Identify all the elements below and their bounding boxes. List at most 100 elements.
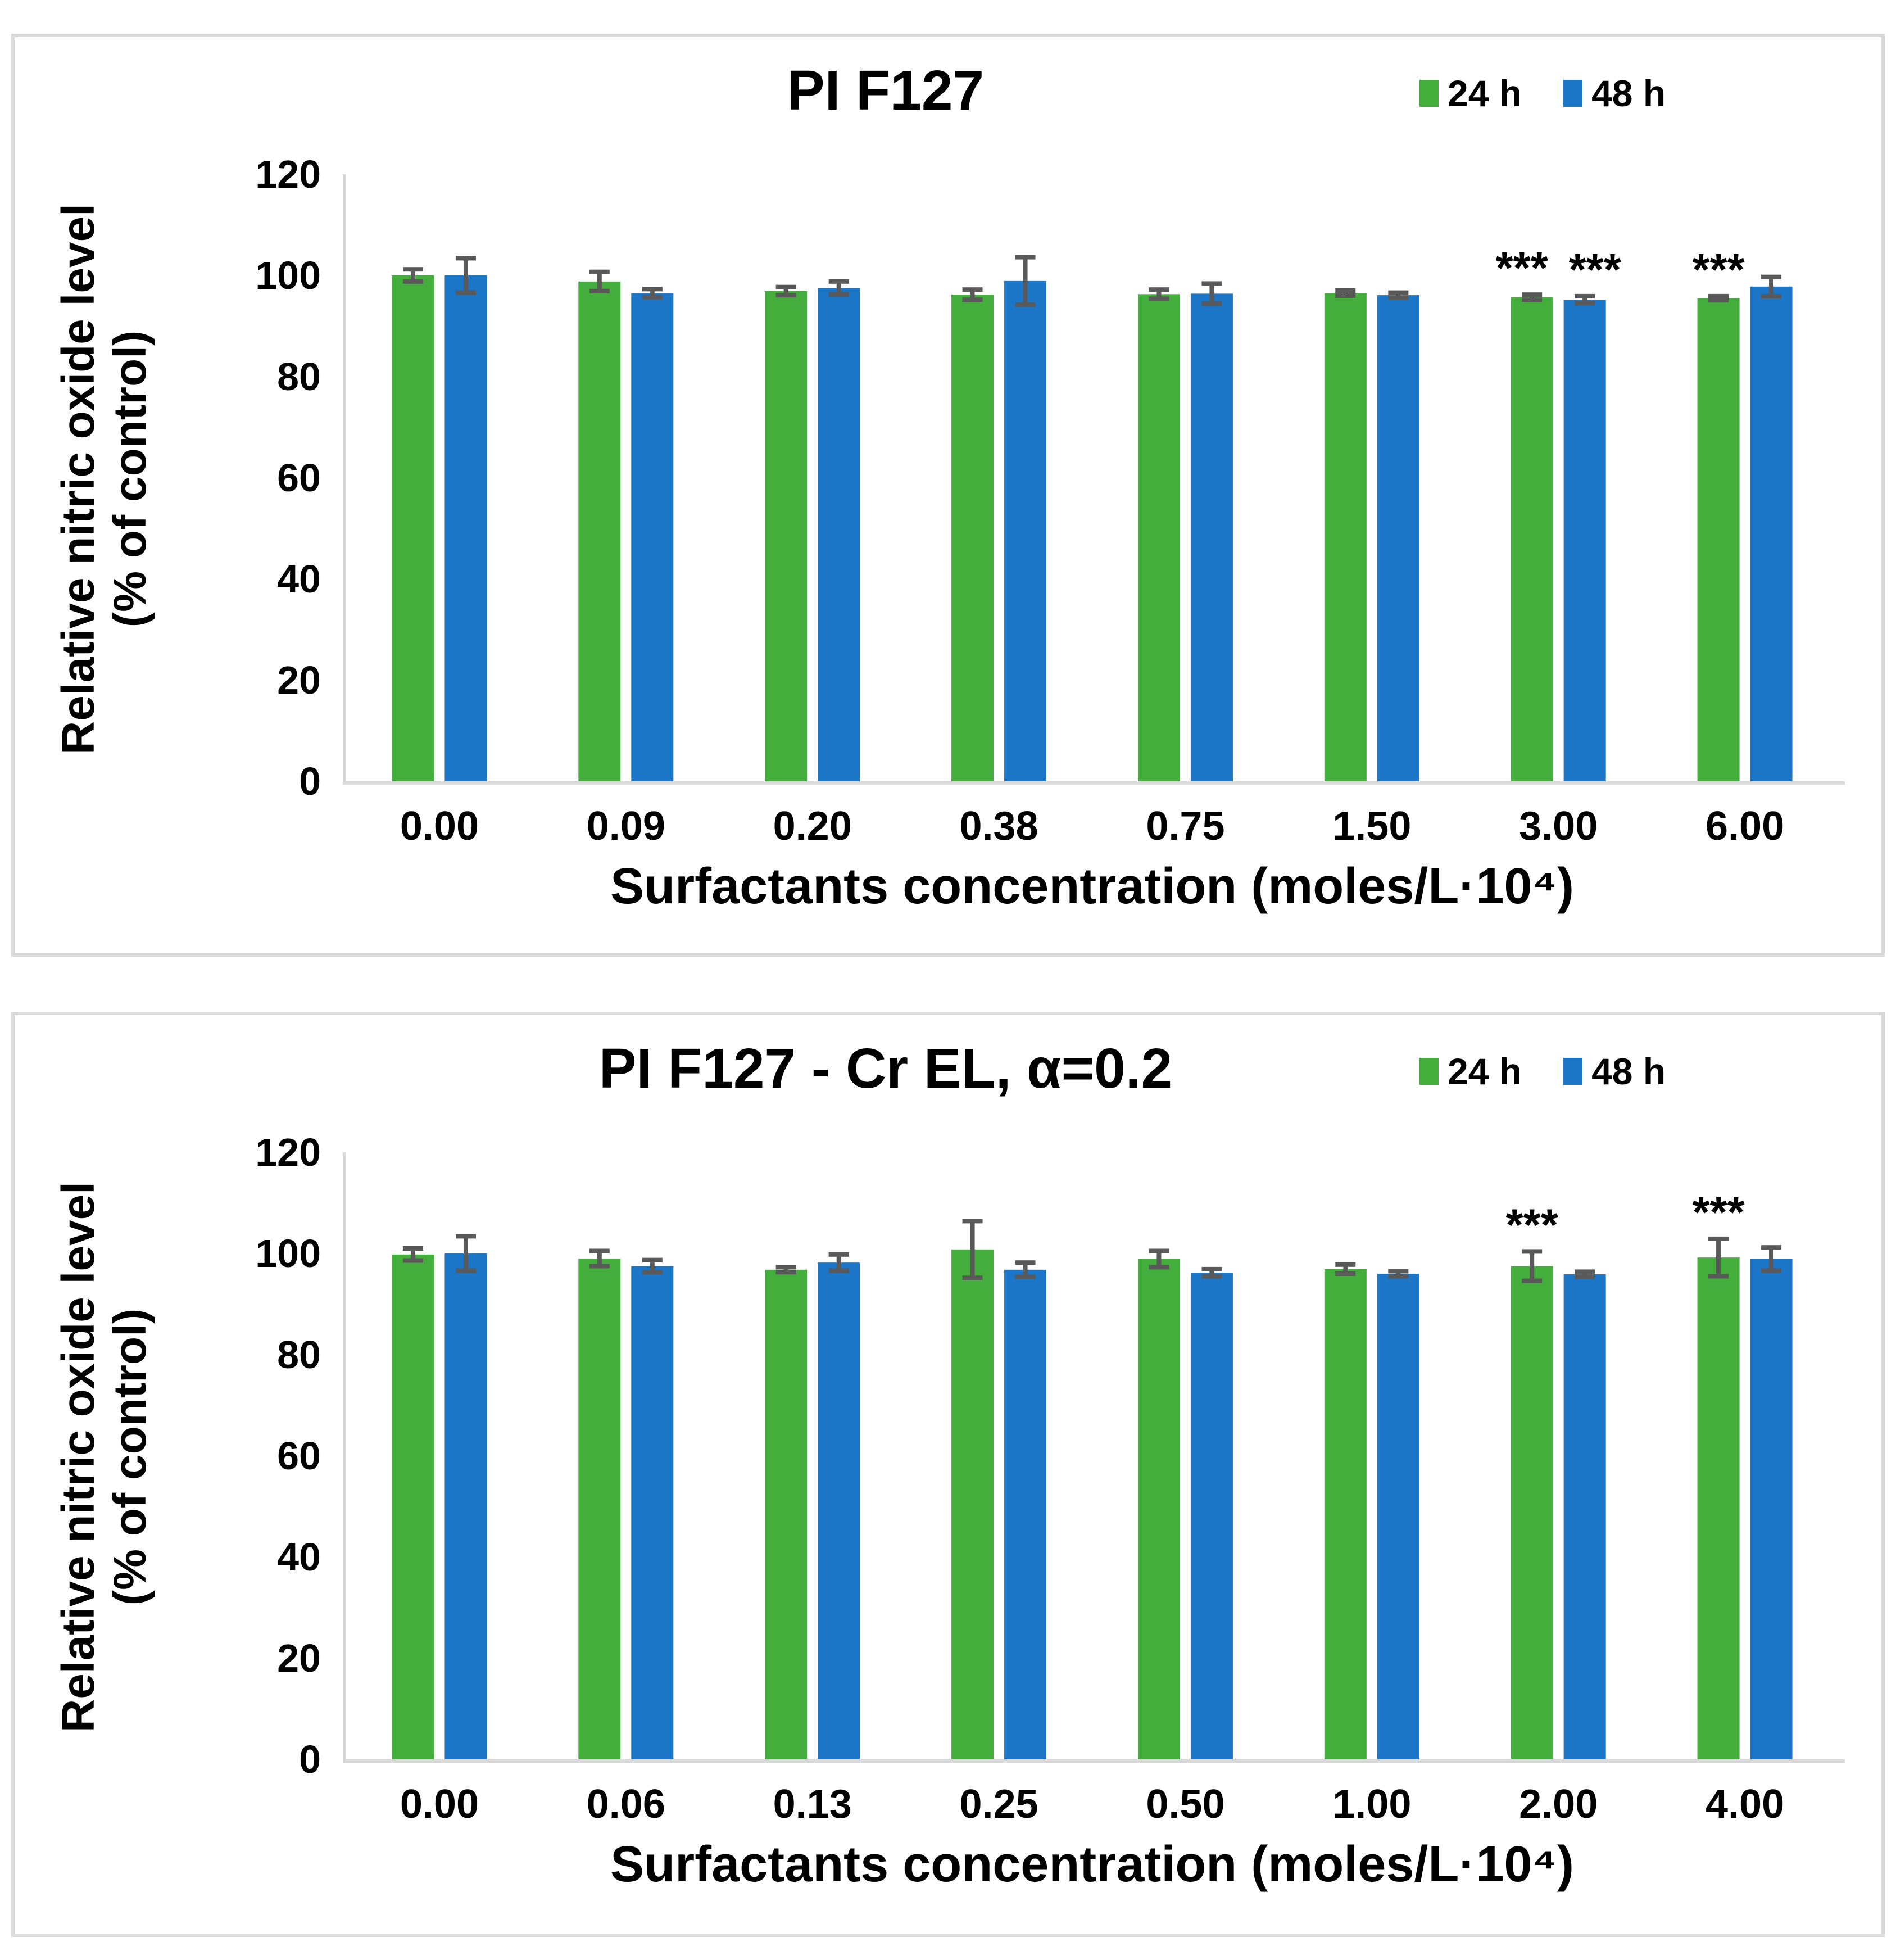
y-axis-line [343, 1152, 346, 1759]
bar-48h-4.00 [1750, 1259, 1793, 1759]
bar-48h-0.13 [818, 1262, 860, 1759]
error-bar [1201, 281, 1222, 306]
error-bar [642, 1257, 663, 1275]
error-bar [1201, 1266, 1222, 1279]
legend: 24 h 48 h [1419, 1050, 1666, 1093]
error-bar [1708, 1236, 1729, 1279]
error-bar [828, 1252, 849, 1273]
y-axis-label: Relative nitric oxide level (% of contro… [53, 141, 156, 817]
error-bar [1388, 1269, 1409, 1279]
y-tick-label: 0 [299, 1737, 321, 1781]
y-axis-label: Relative nitric oxide level (% of contro… [53, 1119, 156, 1795]
chart-panel-top: 0 20 40 60 80 100 120 *** *** *** 0.00 0.09 0.20 0.38… [11, 34, 1885, 957]
bar-48h-0.75 [1190, 293, 1233, 781]
bar-24h-0.00 [392, 275, 434, 781]
error-bar [455, 256, 476, 295]
bar-24h-3.00 [1511, 297, 1553, 781]
chart-title: PI F127 - Cr EL, α=0.2 [598, 1037, 1173, 1100]
bar-48h-0.06 [631, 1266, 674, 1759]
error-bar [589, 269, 610, 293]
legend-item-48h: 48 h [1563, 1050, 1666, 1093]
plot-area-bottom: 0 20 40 60 80 100 120 *** *** 0.00 0.06 0.13 0.25 0.5… [255, 1130, 1845, 1827]
error-bar [455, 1234, 476, 1273]
y-tick-label: 120 [255, 152, 321, 196]
error-bar [1015, 1260, 1036, 1279]
y-axis-label-line1: Relative nitric oxide level [53, 203, 104, 754]
bar-24h-1.50 [1324, 293, 1367, 781]
legend-swatch-24h-icon [1419, 1058, 1439, 1085]
error-bar [1575, 1269, 1595, 1279]
y-tick-label: 60 [277, 1434, 321, 1478]
y-tick-label: 100 [255, 254, 321, 297]
significance-stars: *** [1495, 243, 1548, 293]
bar-24h-1.00 [1324, 1269, 1367, 1759]
bar-24h-0.20 [765, 291, 808, 781]
x-tick-label: 4.00 [1706, 1782, 1784, 1827]
bar-48h-0.00 [444, 275, 487, 781]
y-tick-label: 20 [277, 1636, 321, 1680]
x-axis-line [343, 781, 1845, 785]
x-tick-label: 0.13 [773, 1782, 852, 1827]
y-tick-label: 40 [277, 557, 321, 601]
error-bar [589, 1248, 610, 1269]
error-bar [1761, 1245, 1782, 1273]
error-bar [1522, 292, 1543, 302]
bar-48h-0.20 [818, 288, 860, 781]
x-tick-label: 0.50 [1146, 1782, 1224, 1827]
legend-item-24h: 24 h [1419, 1050, 1522, 1093]
x-tick-label: 2.00 [1519, 1782, 1598, 1827]
significance-stars: *** [1568, 245, 1621, 295]
x-tick-label: 6.00 [1706, 804, 1784, 849]
legend-label-48h: 48 h [1591, 73, 1666, 114]
legend-item-24h: 24 h [1419, 72, 1522, 115]
legend-label-24h: 24 h [1448, 1051, 1522, 1092]
bar-24h-0.25 [951, 1249, 994, 1759]
y-tick-label: 20 [277, 658, 321, 702]
bar-48h-0.09 [631, 293, 674, 781]
bar-24h-0.50 [1137, 1259, 1180, 1759]
error-bar [402, 1246, 423, 1263]
x-tick-label: 1.00 [1332, 1782, 1411, 1827]
error-bar [1149, 287, 1169, 301]
legend-item-48h: 48 h [1563, 72, 1666, 115]
x-tick-label: 0.20 [773, 804, 852, 849]
bar-48h-0.25 [1004, 1269, 1047, 1759]
y-tick-label: 80 [277, 355, 321, 399]
plot-area-top: 0 20 40 60 80 100 120 *** *** *** 0.00 0.09 0.20 0.38… [255, 152, 1845, 849]
error-bar [1015, 255, 1036, 307]
bar-24h-0.38 [951, 295, 994, 781]
bar-48h-0.38 [1004, 280, 1047, 781]
x-tick-label: 3.00 [1519, 804, 1598, 849]
bar-24h-6.00 [1697, 298, 1740, 781]
error-bar [1149, 1248, 1169, 1270]
bar-48h-2.00 [1563, 1274, 1606, 1759]
bar-24h-0.09 [578, 281, 621, 781]
bar-24h-0.75 [1137, 294, 1180, 781]
chart-panel-bottom: 0 20 40 60 80 100 120 *** *** 0.00 0.06 0.13 0.25 0.5… [11, 1012, 1885, 1937]
bar-24h-0.00 [392, 1254, 434, 1759]
bar-24h-2.00 [1511, 1266, 1553, 1759]
legend-swatch-48h-icon [1563, 1058, 1583, 1085]
significance-stars: *** [1692, 1187, 1745, 1237]
legend-swatch-48h-icon [1563, 80, 1583, 107]
error-bar [1335, 288, 1356, 298]
error-bar [962, 1219, 983, 1280]
y-axis-label-line2: (% of control) [105, 1308, 156, 1606]
bar-48h-1.50 [1377, 295, 1419, 781]
y-tick-label: 100 [255, 1232, 321, 1275]
x-tick-label: 0.09 [587, 804, 665, 849]
legend-label-24h: 24 h [1448, 73, 1522, 114]
error-bar [1708, 293, 1729, 303]
error-bar [642, 287, 663, 300]
x-tick-label: 0.00 [400, 804, 479, 849]
chart-title: PI F127 [787, 59, 985, 122]
error-bar [775, 284, 796, 298]
error-bar [1335, 1262, 1356, 1276]
error-bar [962, 287, 983, 302]
y-axis-label-line1: Relative nitric oxide level [53, 1182, 104, 1732]
error-bar [1522, 1249, 1543, 1283]
y-tick-label: 120 [255, 1130, 321, 1174]
y-tick-label: 80 [277, 1333, 321, 1377]
error-bar [1761, 274, 1782, 298]
legend: 24 h 48 h [1419, 72, 1666, 115]
